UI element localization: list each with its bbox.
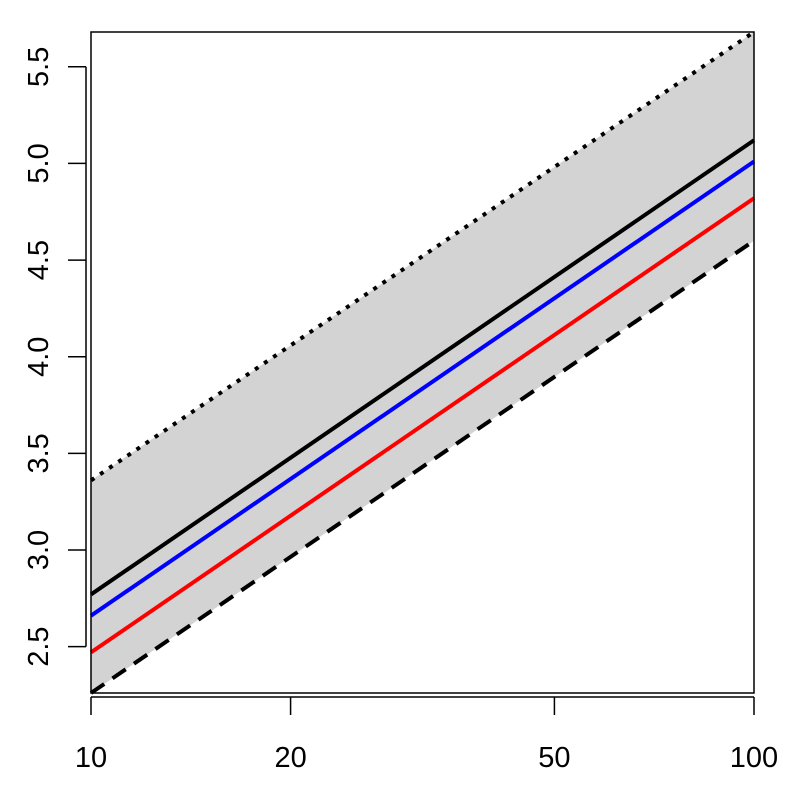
x-tick-label: 10 [75, 742, 107, 774]
y-tick-label: 4.5 [23, 240, 55, 280]
x-tick-label: 100 [730, 742, 778, 774]
plot-frame [90, 31, 755, 694]
y-tick-label: 5.0 [23, 143, 55, 183]
series-line-2 [89, 239, 756, 695]
y-tick-label: 5.5 [23, 47, 55, 87]
y-tick-label: 4.0 [23, 337, 55, 377]
y-tick-label: 2.5 [23, 626, 55, 666]
series-line-5 [89, 196, 756, 655]
y-tick-label: 3.5 [23, 433, 55, 473]
confidence-band [91, 32, 754, 693]
x-tick-label: 50 [538, 742, 570, 774]
x-tick-label: 20 [274, 742, 306, 774]
series-line-3 [89, 138, 756, 597]
axes: 10 20 50 100 2.5 3.0 3.5 4.0 4.5 5.0 5.5 [23, 31, 778, 774]
plot-area [89, 30, 756, 695]
series-line-1 [89, 30, 756, 483]
series-line-4 [89, 159, 756, 618]
y-tick-label: 3.0 [23, 530, 55, 570]
